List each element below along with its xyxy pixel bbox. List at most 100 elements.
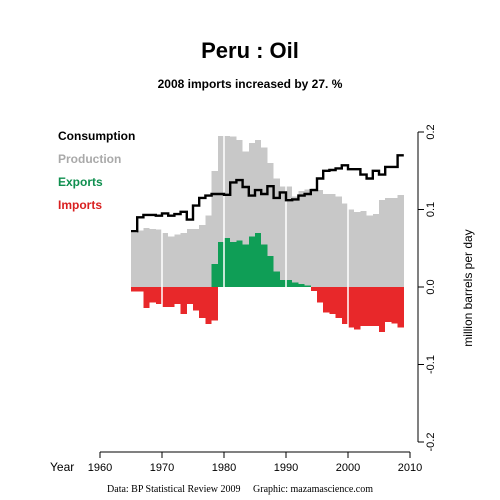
imports-bar xyxy=(211,287,218,321)
production-bar xyxy=(168,236,175,287)
x-tick-label: 1970 xyxy=(150,462,174,474)
imports-bar xyxy=(354,287,361,330)
exports-bar xyxy=(255,232,262,287)
production-bar xyxy=(186,228,193,287)
production-bar xyxy=(341,203,348,287)
production-bar xyxy=(217,135,224,287)
imports-bar xyxy=(155,287,162,305)
imports-bar xyxy=(397,287,404,328)
production-bar xyxy=(335,196,342,287)
exports-bar xyxy=(217,242,224,287)
y-tick-label: -0.1 xyxy=(425,355,437,374)
production-bar xyxy=(255,139,262,287)
production-bar xyxy=(193,228,200,287)
imports-bar xyxy=(149,287,156,303)
imports-bar xyxy=(174,287,181,305)
production-bar xyxy=(211,170,218,287)
imports-bar xyxy=(137,287,144,292)
x-tick-label: 2010 xyxy=(398,462,422,474)
production-bar xyxy=(230,136,237,287)
chart-title: Peru : Oil xyxy=(201,38,299,63)
production-bar xyxy=(304,189,311,287)
production-bar xyxy=(385,197,392,287)
legend: Consumption Production Exports Imports xyxy=(58,129,135,212)
production-bar xyxy=(279,186,286,287)
y-axis: -0.2 -0.1 0.0 0.1 0.2 xyxy=(417,124,437,452)
exports-bar xyxy=(273,271,280,287)
production-bar xyxy=(372,214,379,287)
exports-bar xyxy=(279,280,286,287)
production-bar xyxy=(261,147,268,287)
exports-bar xyxy=(298,283,305,287)
imports-bar xyxy=(379,287,386,332)
imports-bar xyxy=(391,287,398,324)
production-bar xyxy=(199,225,206,287)
x-tick-label: 1960 xyxy=(88,462,112,474)
exports-bar xyxy=(248,236,255,287)
imports-bar xyxy=(348,287,355,328)
x-axis-label: Year xyxy=(50,460,74,474)
imports-bar xyxy=(199,287,206,318)
production-bar xyxy=(354,211,361,287)
imports-bar xyxy=(193,287,200,311)
imports-bar xyxy=(186,287,193,305)
production-bar xyxy=(155,229,162,287)
exports-bar xyxy=(211,263,218,287)
imports-bar xyxy=(366,287,373,326)
production-bar xyxy=(348,209,355,287)
imports-bar xyxy=(323,287,330,313)
legend-production: Production xyxy=(58,152,121,166)
production-bar xyxy=(298,190,305,287)
production-bar xyxy=(273,178,280,287)
production-bar xyxy=(391,197,398,287)
imports-bar xyxy=(162,287,169,308)
production-bar xyxy=(267,163,274,287)
y-tick-label: 0.2 xyxy=(425,124,437,139)
production-bar xyxy=(224,135,231,287)
legend-consumption: Consumption xyxy=(58,129,135,143)
imports-bar xyxy=(335,287,342,318)
exports-bar xyxy=(261,244,268,287)
y-tick-label: -0.2 xyxy=(425,433,437,452)
imports-bar xyxy=(385,287,392,322)
x-tick-label: 2000 xyxy=(336,462,360,474)
imports-bar xyxy=(168,287,175,308)
legend-exports: Exports xyxy=(58,175,103,189)
imports-bar xyxy=(180,287,187,315)
legend-imports: Imports xyxy=(58,198,102,212)
production-bar xyxy=(329,194,336,287)
production-bar xyxy=(366,215,373,287)
credit-line: Data: BP Statistical Review 2009 Graphic… xyxy=(107,484,373,495)
imports-bar xyxy=(131,287,138,292)
production-bar xyxy=(317,190,324,287)
production-bar xyxy=(131,232,138,287)
production-bar xyxy=(360,211,367,287)
imports-bar xyxy=(341,287,348,325)
y-tick-label: 0.1 xyxy=(425,202,437,217)
y-axis-label: million barrels per day xyxy=(461,229,475,346)
exports-bar xyxy=(236,240,243,287)
imports-bar xyxy=(372,287,379,326)
production-bar xyxy=(205,215,212,287)
x-axis: 1960 1970 1980 1990 2000 2010 xyxy=(88,451,422,474)
production-bar xyxy=(143,228,150,287)
production-bar xyxy=(180,232,187,287)
plot-area xyxy=(131,132,404,334)
y-tick-label: 0.0 xyxy=(425,279,437,294)
exports-bar xyxy=(267,256,274,287)
exports-bar xyxy=(286,280,293,287)
production-bar xyxy=(149,228,156,287)
production-bar xyxy=(248,142,255,287)
exports-bar xyxy=(224,238,231,287)
production-bar xyxy=(286,186,293,287)
x-tick-label: 1990 xyxy=(274,462,298,474)
imports-bar xyxy=(205,287,212,325)
imports-bar xyxy=(310,287,317,291)
imports-bar xyxy=(360,287,367,326)
consumption-line xyxy=(131,154,404,233)
x-tick-label: 1980 xyxy=(212,462,236,474)
production-bar xyxy=(242,151,249,287)
imports-bar xyxy=(317,287,324,303)
production-bar xyxy=(310,188,317,287)
